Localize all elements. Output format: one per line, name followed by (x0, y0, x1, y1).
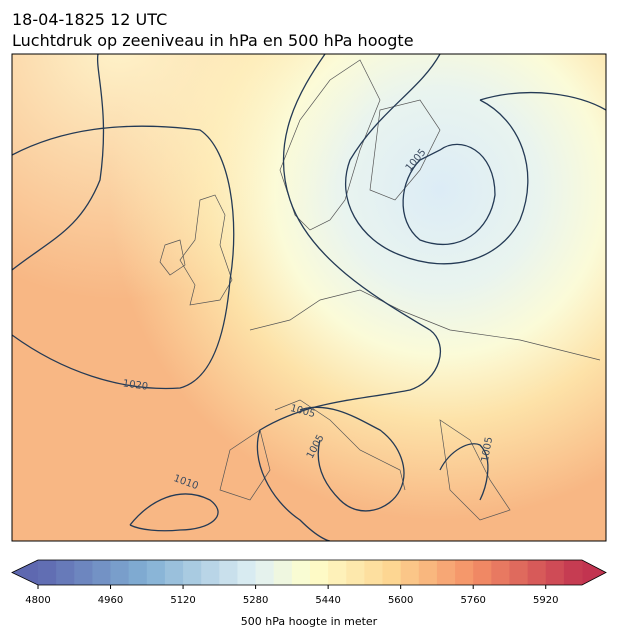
isobar (129, 493, 219, 532)
isobar (345, 54, 529, 265)
colorbar-bin (110, 560, 130, 585)
colorbar-bin (491, 560, 510, 585)
colorbar-bin (527, 560, 547, 585)
map-shade (12, 54, 606, 541)
map (12, 54, 606, 541)
colorbar-bin (146, 560, 166, 585)
isobar-label: 1020 (122, 378, 149, 392)
isobar (402, 143, 496, 246)
colorbar-tick-label: 5120 (170, 595, 195, 606)
colorbar: 4800 4960 5120 5280 5440 5600 5760 5920 (11, 559, 607, 606)
colorbar-bin (255, 560, 275, 585)
colorbar-bin (436, 560, 456, 585)
colorbar-tick-label: 5440 (315, 595, 340, 606)
colorbar-bin (346, 560, 365, 585)
colorbar-bin (219, 560, 238, 585)
colorbar-outline (11, 559, 607, 586)
colorbar-tick-label: 5600 (388, 595, 413, 606)
colorbar-tick-label: 5920 (533, 595, 558, 606)
colorbar-bin (473, 560, 492, 585)
isobar (12, 54, 105, 271)
colorbar-bin (418, 560, 438, 585)
colorbar-bin (382, 560, 402, 585)
isobar (439, 443, 489, 501)
colorbar-bin (291, 560, 311, 585)
colorbar-bin (201, 560, 220, 585)
colorbar-bin (563, 560, 583, 585)
colorbar-bin (310, 560, 329, 585)
colorbar-tick-label: 5760 (460, 595, 485, 606)
colorbar-label: 500 hPa hoogte in meter (241, 615, 378, 628)
colorbar-bin (128, 560, 148, 585)
isobar (479, 91, 606, 111)
subtitle: Luchtdruk op zeeniveau in hPa en 500 hPa… (12, 31, 414, 50)
map-frame (11, 53, 607, 542)
colorbar-bin (164, 560, 184, 585)
colorbar-bin (328, 560, 347, 585)
colorbar-tick-label: 4960 (98, 595, 123, 606)
colorbar-bin (273, 560, 293, 585)
colorbar-tick-label: 4800 (25, 595, 50, 606)
isobar-label: 1005 (480, 436, 495, 463)
colorbar-extend (12, 560, 38, 585)
colorbar-bin (74, 560, 93, 585)
colorbar-bin (455, 560, 474, 585)
colorbar-bin (183, 560, 202, 585)
colorbar-bin (545, 560, 565, 585)
colorbar-bin (509, 560, 529, 585)
colorbar-bin (92, 560, 112, 585)
colorbar-bin (38, 560, 57, 585)
colorbar-bin (364, 560, 384, 585)
colorbar-bin (400, 560, 420, 585)
colorbar-bin (56, 560, 75, 585)
colorbar-bin (237, 560, 257, 585)
colorbar-extend (582, 560, 606, 585)
colorbar-tick-label: 5280 (243, 595, 268, 606)
isobar (299, 406, 405, 512)
coastline (159, 59, 601, 521)
isobar (12, 125, 235, 390)
isobar (256, 54, 441, 541)
title: 18-04-1825 12 UTC (12, 10, 167, 29)
